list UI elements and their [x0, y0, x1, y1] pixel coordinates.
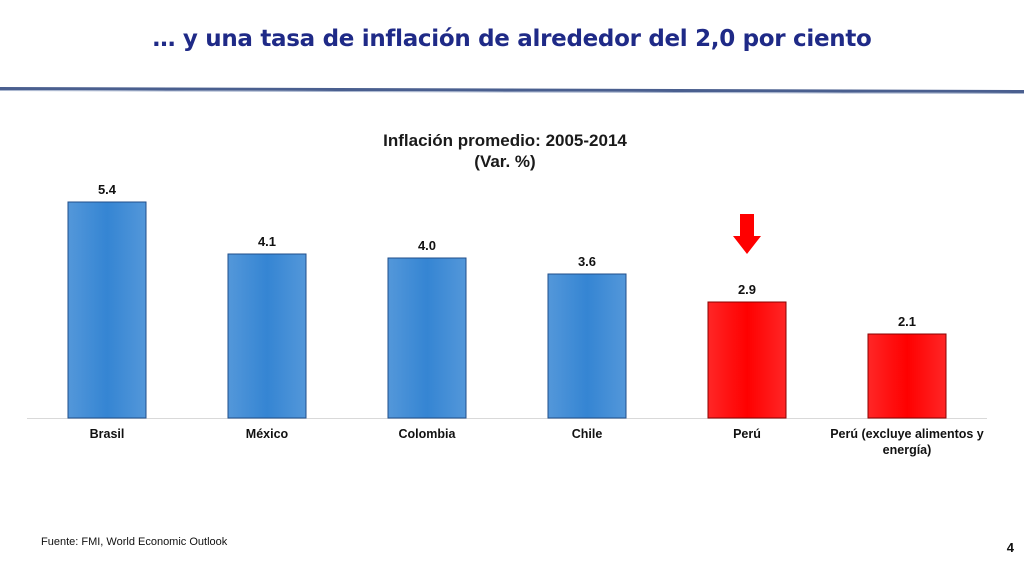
page-number: 4 — [1006, 540, 1014, 555]
slide-title: … y una tasa de inflación de alrededor d… — [152, 26, 872, 52]
down-arrow-icon — [733, 214, 761, 254]
bar — [707, 301, 787, 419]
category-tick-label: Perú — [733, 427, 761, 441]
data-label: 4.0 — [418, 238, 436, 253]
bar — [67, 201, 147, 419]
title-divider — [0, 87, 1024, 94]
bar — [227, 253, 307, 419]
data-label: 4.1 — [258, 234, 276, 249]
bar-chart: 5.4 Brasil 4.1 México 4.0 Colombia 3.6 Chile 2.9… — [27, 182, 987, 457]
data-label: 3.6 — [578, 254, 596, 269]
chart-title-line-2: (Var. %) — [474, 152, 536, 171]
bar — [387, 257, 467, 419]
chart-title: Inflación promedio: 2005-2014 (Var. %) — [0, 130, 1010, 172]
data-label: 2.1 — [898, 314, 916, 329]
category-tick-label: energía) — [883, 443, 932, 457]
category-tick-label: Chile — [572, 427, 603, 441]
chart-title-line-1: Inflación promedio: 2005-2014 — [383, 131, 627, 150]
data-label: 5.4 — [98, 182, 117, 197]
category-tick-label: Perú (excluye alimentos y — [830, 427, 984, 441]
category-tick-label: Brasil — [90, 427, 125, 441]
bar — [547, 273, 627, 419]
data-label: 2.9 — [738, 282, 756, 297]
category-tick-label: Colombia — [399, 427, 457, 441]
source-note: Fuente: FMI, World Economic Outlook — [41, 536, 228, 548]
bar — [867, 333, 947, 419]
category-tick-label: México — [246, 427, 289, 441]
